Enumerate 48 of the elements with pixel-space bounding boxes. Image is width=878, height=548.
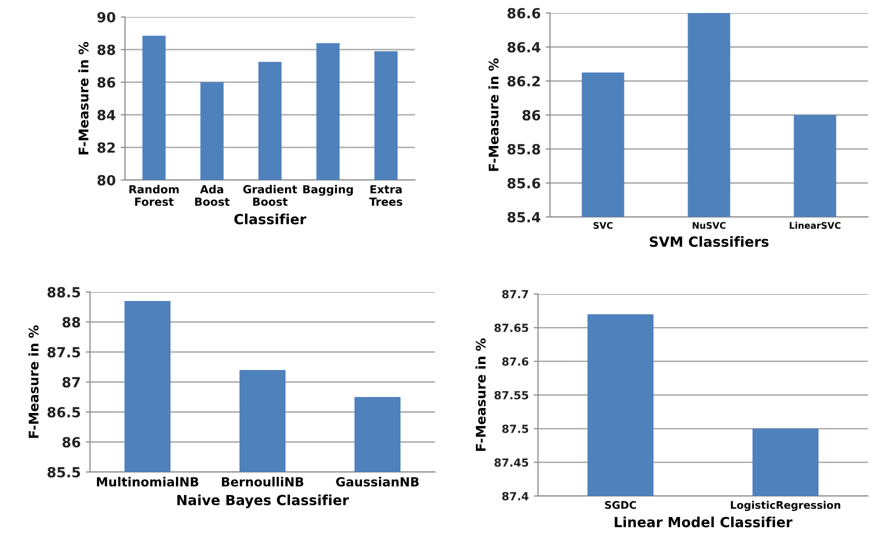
y-tick-label: 86	[62, 436, 80, 448]
y-axis-title: F-Measure in %	[78, 42, 89, 154]
x-tick-label: SGDC	[605, 501, 636, 509]
y-tick-label: 85.8	[508, 144, 540, 154]
x-tick-label: NuSVC	[692, 222, 726, 229]
y-tick-label: 87.45	[494, 458, 528, 467]
y-tick-label: 85.4	[508, 212, 540, 222]
y-tick-label: 80	[97, 174, 116, 186]
x-tick-label: Gradient Boost	[243, 184, 298, 206]
x-tick-label: SVC	[594, 222, 612, 229]
y-tick-label: 87.4	[502, 492, 528, 500]
y-tick-label: 87.55	[494, 390, 528, 400]
x-tick-label: Ada Boost	[195, 184, 230, 206]
x-axis-title: Classifier	[234, 214, 306, 224]
y-tick-label: 87.6	[502, 357, 528, 366]
y-tick-label: 86	[97, 77, 116, 88]
y-tick-label: 88.5	[48, 286, 80, 298]
y-tick-label: 87.65	[494, 324, 528, 332]
x-axis-title: SVM Classifiers	[650, 236, 769, 247]
y-tick-label: 87.5	[502, 424, 528, 434]
y-axis-title: F-Measure in %	[28, 325, 39, 438]
y-tick-label: 88	[62, 316, 80, 328]
x-tick-label: Bagging	[303, 184, 353, 196]
y-tick-label: 86	[522, 110, 540, 120]
y-tick-label: 85.5	[48, 466, 80, 478]
y-tick-label: 86.6	[508, 8, 540, 18]
x-tick-label: GaussianNB	[336, 476, 419, 487]
x-axis-title: Naive Bayes Classifier	[177, 494, 349, 508]
x-tick-label: LinearSVC	[790, 222, 840, 229]
y-tick-label: 82	[97, 142, 115, 153]
y-tick-label: 87	[62, 376, 80, 388]
y-tick-label: 90	[97, 12, 116, 22]
x-tick-label: Random Forest	[129, 184, 179, 206]
x-tick-label: LogisticRegression	[730, 500, 840, 512]
x-tick-label: Extra Trees	[369, 185, 402, 206]
y-tick-label: 88	[97, 44, 116, 56]
x-tick-label: MultinomialNB	[96, 476, 198, 487]
y-tick-label: 86.4	[508, 42, 540, 52]
y-tick-label: 86.5	[48, 406, 80, 418]
y-tick-label: 85.6	[508, 178, 540, 188]
y-tick-label: 87.7	[502, 290, 528, 298]
x-axis-title: Linear Model Classifier	[614, 516, 792, 528]
x-tick-label: BernoulliNB	[222, 476, 304, 487]
y-axis-title: F-Measure in %	[488, 58, 499, 171]
y-axis-title: F-Measure in %	[476, 338, 486, 451]
y-tick-label: 84	[97, 110, 116, 120]
y-tick-label: 86.2	[508, 76, 540, 86]
y-tick-label: 87.5	[48, 346, 80, 358]
